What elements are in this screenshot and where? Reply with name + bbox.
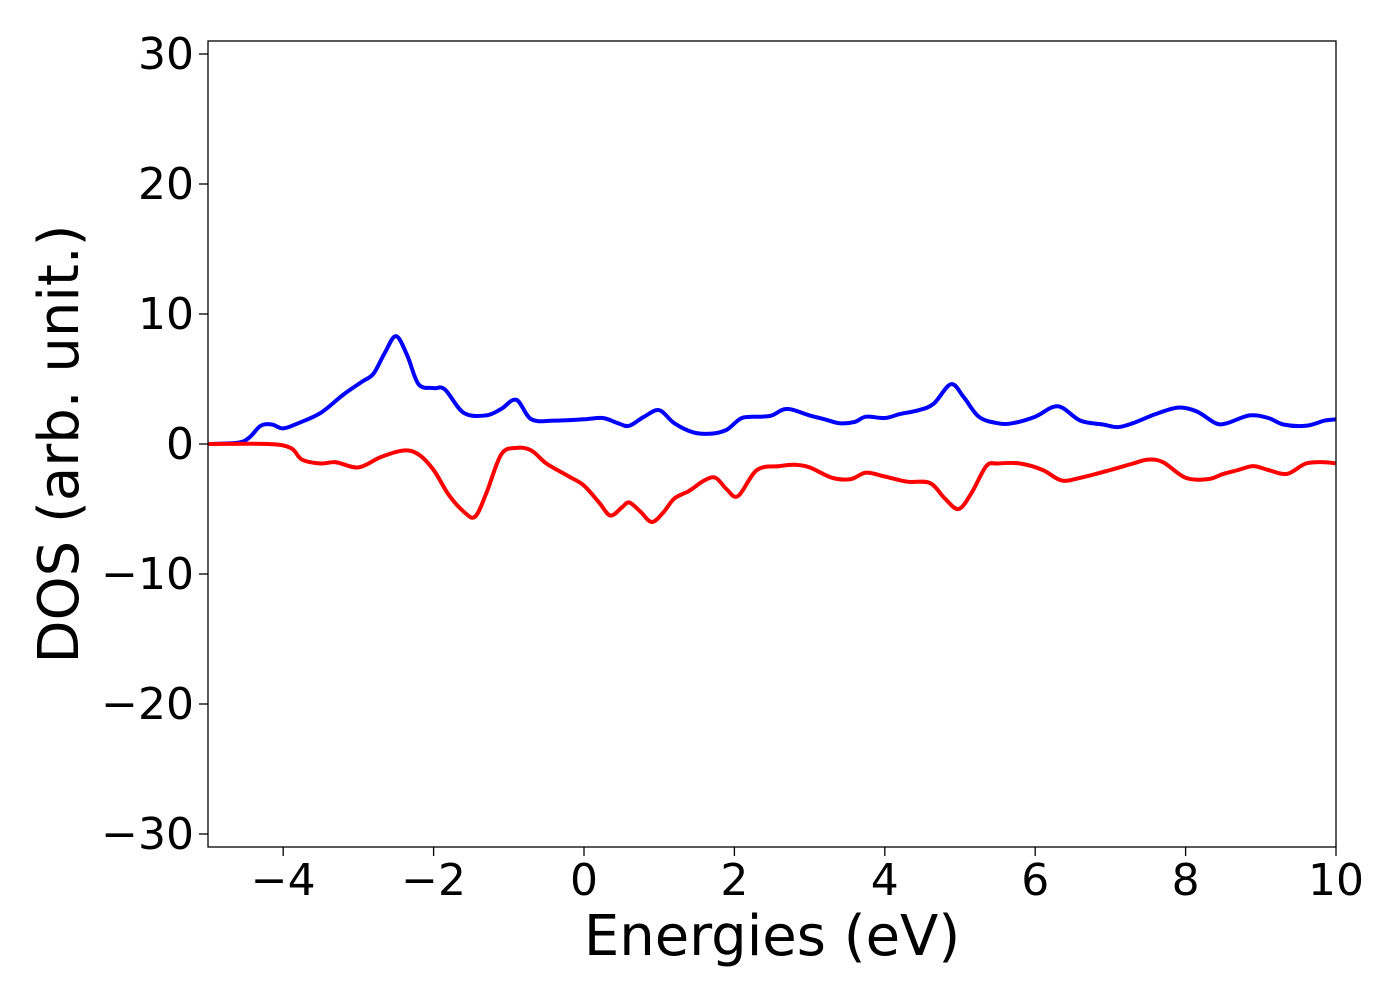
x-tick-label: 0 (570, 855, 598, 906)
y-axis-label: DOS (arb. unit.) (27, 224, 92, 663)
x-tick-label: −4 (251, 855, 316, 906)
x-axis-label: Energies (eV) (584, 904, 960, 969)
series-lines (208, 334, 1336, 524)
x-tick-label: 4 (871, 855, 899, 906)
x-tick-label: −2 (401, 855, 466, 906)
x-tick-label: 8 (1172, 855, 1200, 906)
y-tick-label: 0 (166, 419, 194, 470)
x-tick-label: 6 (1021, 855, 1049, 906)
x-tick-label: 2 (720, 855, 748, 906)
y-tick-label: 20 (138, 159, 194, 210)
x-axis-ticks: −4 −2 0 2 4 6 8 10 (251, 847, 1364, 906)
x-tick-label: 10 (1308, 855, 1364, 906)
dos-line-blue (208, 334, 1336, 446)
y-tick-label: 10 (138, 289, 194, 340)
y-tick-label: −30 (101, 809, 194, 860)
plot-frame (207, 40, 1337, 848)
dos-line-red (208, 441, 1336, 524)
y-tick-label: −20 (101, 679, 194, 730)
y-axis-ticks: 30 20 10 0 −10 −20 −30 (101, 29, 208, 860)
y-tick-label: −10 (101, 549, 194, 600)
y-tick-label: 30 (138, 29, 194, 80)
